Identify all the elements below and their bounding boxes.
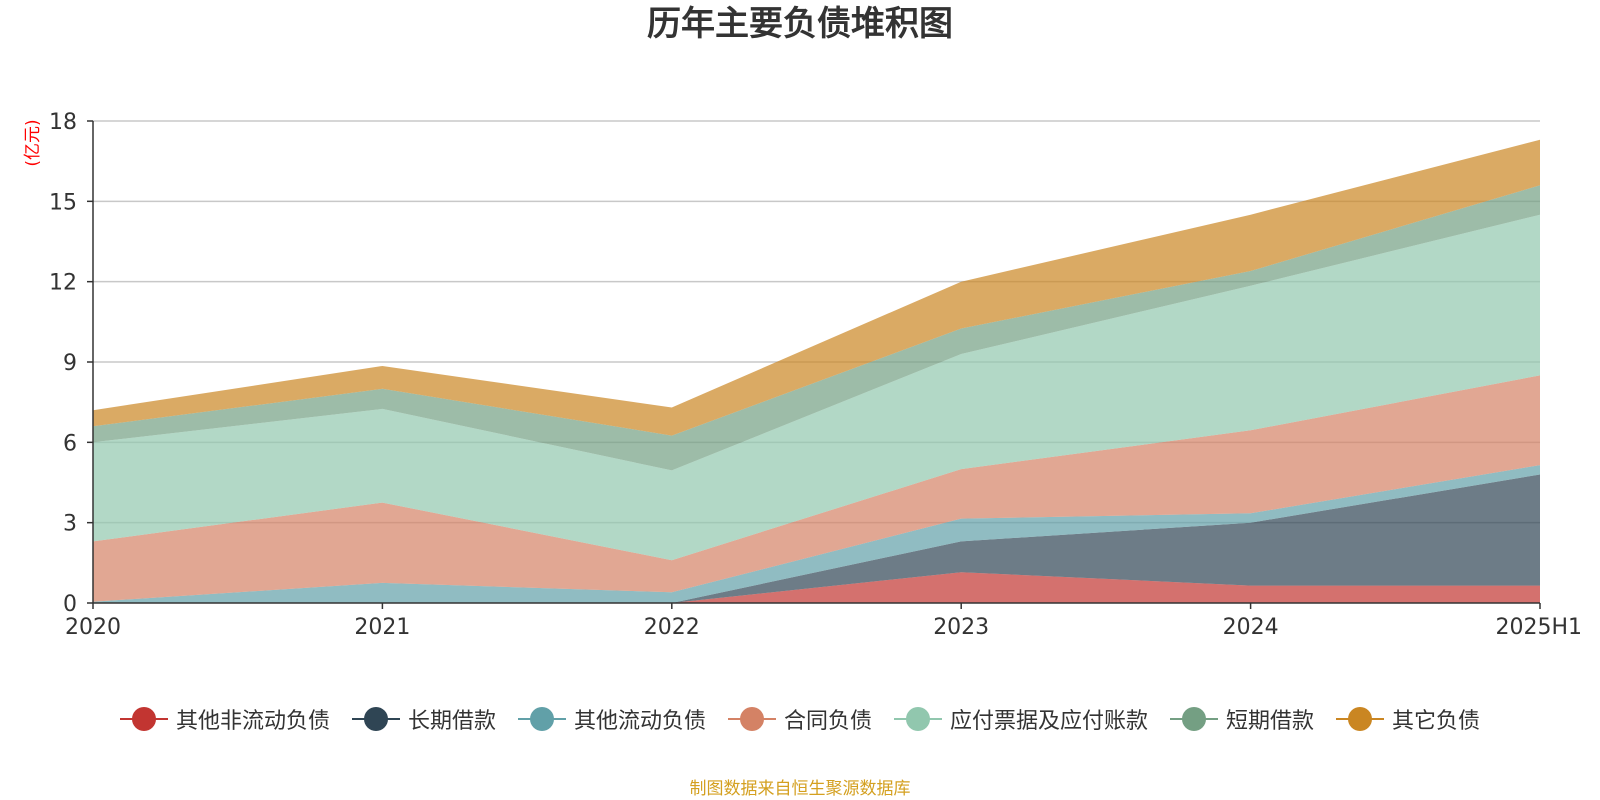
x-tick-label: 2023	[933, 615, 989, 640]
x-tick-label: 2025H1	[1495, 615, 1582, 640]
legend-item[interactable]: 其他流动负债	[517, 703, 706, 735]
y-tick-label: 3	[63, 512, 77, 537]
legend-label: 合同负债	[783, 709, 872, 734]
stacked-areas	[93, 139, 1540, 603]
legend-label: 其它负债	[1392, 709, 1481, 734]
y-tick-label: 6	[63, 431, 77, 456]
legend-marker-icon	[727, 707, 776, 731]
legend-label: 长期借款	[407, 709, 496, 734]
legend-marker-icon	[517, 707, 566, 731]
axes: 0 3 6 9 12 15 18 2020 2021 2022 2023 2024 2025H1	[49, 110, 1582, 640]
chart-title: 历年主要负债堆积图	[647, 4, 953, 44]
legend-marker-icon	[119, 707, 168, 731]
y-axis-unit-label: (亿元)	[23, 119, 43, 166]
area-series	[93, 139, 1540, 436]
y-tick-label: 18	[49, 110, 77, 135]
legend-marker-icon	[1170, 707, 1219, 731]
legend-label: 短期借款	[1226, 709, 1315, 734]
area-series	[93, 572, 1540, 603]
source-note: 制图数据来自恒生聚源数据库	[689, 779, 911, 799]
legend-item[interactable]: 长期借款	[351, 703, 496, 735]
legend-item[interactable]: 其它负债	[1336, 703, 1480, 735]
x-tick-label: 2021	[354, 615, 410, 640]
area-series	[93, 375, 1540, 602]
legend-item[interactable]: 应付票据及应付账款	[894, 703, 1148, 735]
y-tick-label: 9	[63, 351, 77, 376]
legend-label: 应付票据及应付账款	[950, 709, 1149, 734]
x-tick-label: 2020	[65, 615, 121, 640]
legend-label: 其他非流动负债	[175, 709, 330, 734]
x-tick-label: 2022	[644, 615, 700, 640]
legend-label: 其他流动负债	[573, 709, 706, 734]
y-tick-label: 0	[63, 592, 77, 617]
legend-item[interactable]: 短期借款	[1170, 703, 1314, 735]
legend-item[interactable]: 合同负债	[727, 703, 872, 735]
area-series	[93, 474, 1540, 603]
y-tick-label: 15	[49, 190, 77, 215]
y-tick-label: 12	[49, 271, 77, 296]
legend-marker-icon	[1336, 707, 1385, 731]
x-tick-label: 2024	[1223, 615, 1279, 640]
legend-marker-icon	[894, 707, 942, 731]
legend-marker-icon	[351, 707, 400, 731]
legend-item[interactable]: 其他非流动负债	[119, 703, 330, 735]
legend: 其他非流动负债 长期借款 其他流动负债 合同负债 应付票据及应付账款 短期借款 其它负债	[0, 702, 1600, 736]
area-series	[93, 214, 1540, 561]
